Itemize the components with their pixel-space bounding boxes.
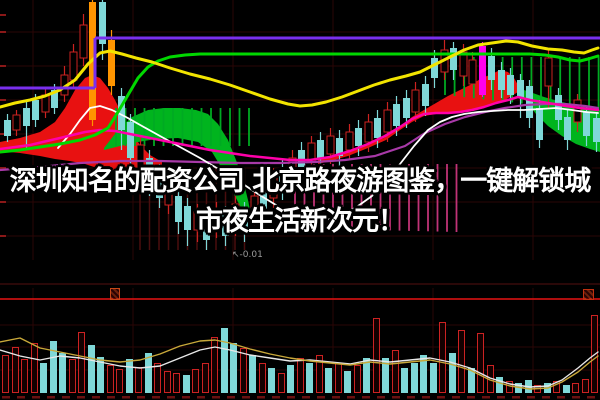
headline-line-2: 市夜生活新次元！	[196, 206, 405, 237]
watermark-seal-icon	[110, 288, 120, 300]
price-change-label: ↖-0.01	[232, 250, 263, 260]
headline-overlay: 深圳知名的配资公司 北京路夜游图鉴，一键解锁城 市夜生活新次元！	[0, 162, 600, 242]
watermark-seal-icon	[583, 289, 594, 300]
headline-line-1: 深圳知名的配资公司 北京路夜游图鉴，一键解锁城	[9, 166, 591, 197]
